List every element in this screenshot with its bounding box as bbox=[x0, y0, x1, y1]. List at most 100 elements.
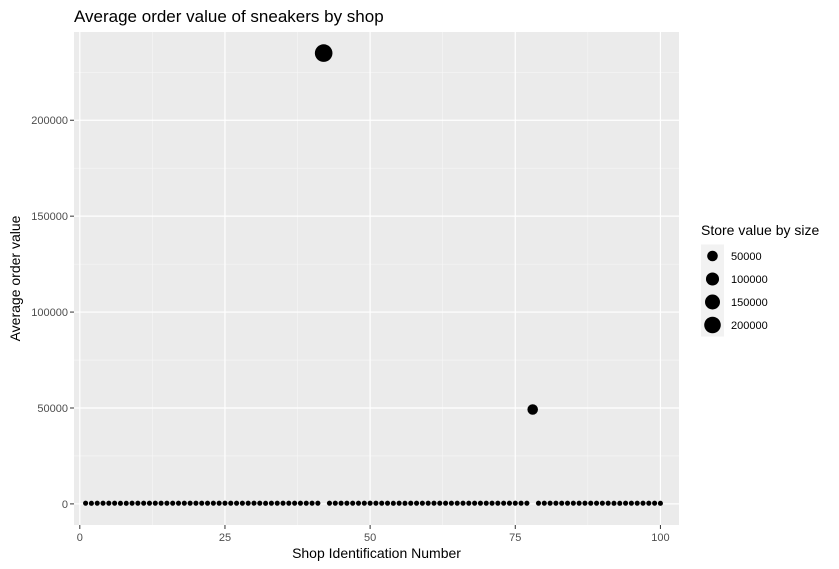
y-tick-label: 100000 bbox=[31, 307, 68, 319]
data-point bbox=[489, 500, 495, 506]
data-point bbox=[501, 500, 507, 506]
data-point bbox=[135, 500, 141, 506]
legend-title: Store value by size bbox=[701, 222, 819, 238]
data-point bbox=[593, 500, 600, 506]
data-point bbox=[652, 500, 658, 506]
data-point bbox=[350, 500, 356, 506]
data-point bbox=[245, 500, 251, 506]
data-point bbox=[628, 500, 634, 506]
data-point bbox=[373, 500, 379, 506]
data-point bbox=[175, 500, 182, 506]
data-point bbox=[292, 500, 298, 506]
data-point bbox=[472, 500, 478, 506]
data-points bbox=[83, 44, 663, 506]
data-point bbox=[640, 500, 646, 506]
y-tick-label: 50000 bbox=[37, 403, 68, 415]
y-tick-label: 200000 bbox=[31, 115, 68, 127]
data-point bbox=[408, 500, 414, 506]
data-point bbox=[141, 500, 147, 506]
data-point bbox=[570, 500, 576, 506]
data-point bbox=[611, 500, 617, 506]
data-point bbox=[448, 500, 454, 506]
data-point bbox=[123, 500, 129, 506]
data-point bbox=[297, 500, 304, 506]
data-point bbox=[466, 500, 472, 506]
data-point bbox=[210, 500, 216, 506]
data-point bbox=[251, 500, 257, 506]
data-point bbox=[286, 500, 292, 506]
data-point bbox=[443, 500, 449, 506]
data-point bbox=[181, 500, 187, 506]
data-point bbox=[506, 500, 513, 506]
chart-title: Average order value of sneakers by shop bbox=[74, 7, 384, 26]
data-point bbox=[112, 500, 118, 506]
data-point bbox=[634, 500, 640, 506]
data-point bbox=[222, 500, 228, 506]
data-point bbox=[361, 500, 367, 506]
data-point bbox=[431, 500, 437, 506]
data-point bbox=[460, 500, 466, 506]
data-point bbox=[454, 500, 460, 506]
data-point bbox=[524, 500, 530, 506]
data-point bbox=[152, 500, 158, 506]
data-point bbox=[193, 500, 199, 506]
data-point bbox=[280, 500, 286, 506]
legend-entries: 50000 100000 150000 200000 bbox=[701, 244, 768, 337]
data-point bbox=[576, 500, 582, 506]
legend-key-dot bbox=[707, 250, 718, 262]
data-point bbox=[623, 500, 629, 506]
data-point bbox=[257, 500, 263, 506]
data-point bbox=[106, 500, 112, 506]
data-point bbox=[483, 500, 489, 506]
data-point bbox=[402, 500, 408, 506]
data-point bbox=[239, 500, 245, 506]
data-point bbox=[268, 500, 274, 506]
data-point bbox=[263, 500, 269, 506]
data-point bbox=[309, 500, 315, 506]
x-tick-label: 0 bbox=[77, 532, 83, 544]
data-point bbox=[83, 500, 89, 506]
y-tick-label: 150000 bbox=[31, 211, 68, 223]
data-point bbox=[541, 500, 547, 506]
data-point bbox=[527, 404, 538, 415]
data-point bbox=[314, 44, 333, 62]
data-point bbox=[367, 500, 373, 506]
legend-entry-label: 200000 bbox=[731, 320, 768, 332]
y-axis-ticks: 0 50000 100000 150000 200000 bbox=[31, 115, 74, 511]
data-point bbox=[100, 500, 106, 506]
data-point bbox=[170, 500, 176, 506]
data-point bbox=[94, 500, 100, 506]
data-point bbox=[355, 500, 362, 506]
data-point bbox=[332, 500, 338, 506]
data-point bbox=[582, 500, 588, 506]
data-point bbox=[158, 500, 164, 506]
data-point bbox=[234, 500, 240, 506]
data-point bbox=[413, 500, 420, 506]
data-point bbox=[419, 500, 425, 506]
x-tick-label: 100 bbox=[651, 532, 669, 544]
data-point bbox=[646, 500, 652, 506]
major-gridlines bbox=[74, 32, 679, 525]
data-point bbox=[559, 500, 565, 506]
data-point bbox=[657, 500, 663, 506]
data-point bbox=[274, 500, 280, 506]
plot-panel bbox=[74, 32, 679, 525]
data-point bbox=[425, 500, 431, 506]
data-point bbox=[315, 500, 321, 506]
legend: Store value by size 50000 100000 150000 200… bbox=[701, 222, 819, 337]
legend-key-dot bbox=[705, 294, 720, 310]
data-point bbox=[588, 500, 594, 506]
data-point bbox=[512, 500, 518, 506]
data-point bbox=[599, 500, 605, 506]
data-point bbox=[477, 500, 483, 506]
data-point bbox=[390, 500, 396, 506]
data-point bbox=[228, 500, 234, 506]
data-point bbox=[379, 500, 385, 506]
x-axis-title: Shop Identification Number bbox=[292, 545, 461, 561]
data-point bbox=[164, 500, 170, 506]
data-point bbox=[204, 500, 211, 506]
data-point bbox=[495, 500, 501, 506]
data-point bbox=[605, 500, 611, 506]
data-point bbox=[437, 500, 443, 506]
